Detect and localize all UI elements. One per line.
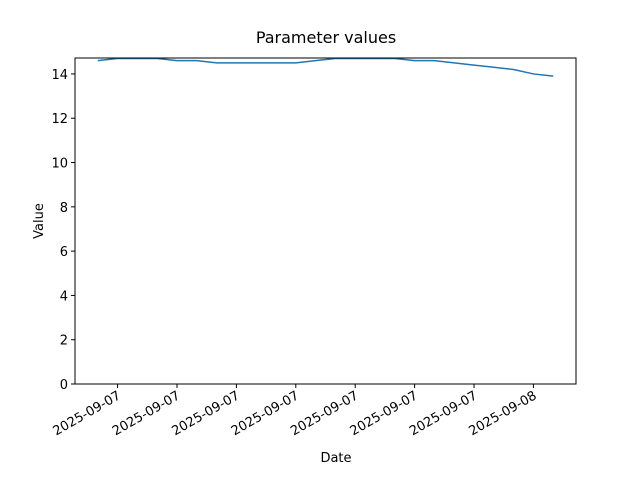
y-tick-label: 2 — [60, 334, 68, 349]
y-tick-label: 8 — [60, 201, 68, 216]
x-axis-label: Date — [320, 451, 351, 466]
y-tick-label: 14 — [51, 68, 68, 83]
y-tick-label: 4 — [60, 289, 68, 304]
y-tick-label: 10 — [51, 157, 68, 172]
plot-frame — [74, 57, 577, 385]
y-tick-label: 6 — [60, 245, 68, 260]
x-tick-label: 2025-09-08 — [466, 388, 539, 439]
y-tick-label: 12 — [51, 112, 68, 127]
data-line — [97, 58, 554, 77]
y-tick-label: 0 — [60, 378, 68, 393]
y-axis-label: Value — [32, 203, 47, 239]
chart-title: Parameter values — [256, 28, 396, 47]
